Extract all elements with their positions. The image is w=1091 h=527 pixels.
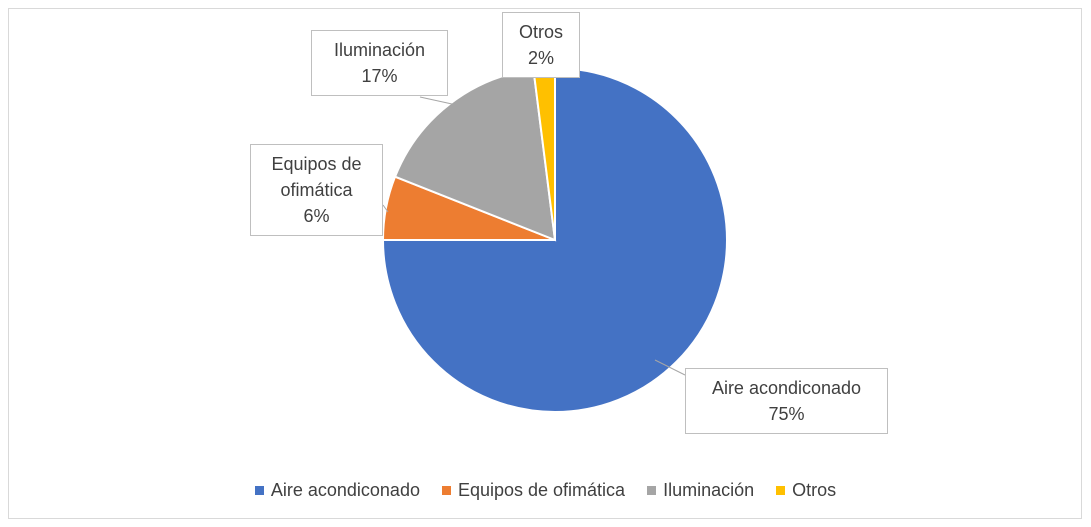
legend-item: Otros: [776, 480, 836, 501]
data-label-value: 75%: [768, 404, 805, 424]
chart-frame: [8, 8, 1082, 519]
data-label-category: Aire acondiconado: [711, 378, 862, 398]
legend: Aire acondiconado Equipos de ofimática Ilu…: [0, 480, 1091, 501]
data-label: Otros 2%: [502, 12, 580, 78]
legend-item: Aire acondiconado: [254, 480, 420, 501]
legend-label: Aire acondiconado: [270, 480, 420, 500]
legend-swatch: [647, 486, 657, 495]
leader-line: [419, 96, 453, 105]
legend-item: Equipos de ofimática: [441, 480, 626, 501]
legend-swatch: [441, 486, 451, 495]
legend-item: Iluminación: [647, 480, 754, 501]
data-label-value: 17%: [361, 66, 398, 86]
data-label: Equipos de ofimática 6%: [250, 144, 383, 236]
data-label: Aire acondiconado 75%: [685, 368, 888, 434]
leader-line: [382, 204, 389, 213]
legend-swatch: [254, 486, 264, 495]
legend-swatch: [776, 486, 786, 495]
data-label-category: Iluminación: [333, 40, 426, 60]
legend-label: Iluminación: [663, 480, 755, 500]
legend-label: Otros: [792, 480, 837, 500]
leader-line: [654, 359, 686, 376]
legend-label: Equipos de ofimática: [457, 480, 626, 500]
data-label: Iluminación 17%: [311, 30, 448, 96]
data-label-value: 2%: [527, 48, 554, 68]
data-label-category: Otros: [518, 22, 563, 42]
data-label-category: Equipos de ofimática: [271, 154, 362, 200]
data-label-value: 6%: [303, 206, 330, 226]
